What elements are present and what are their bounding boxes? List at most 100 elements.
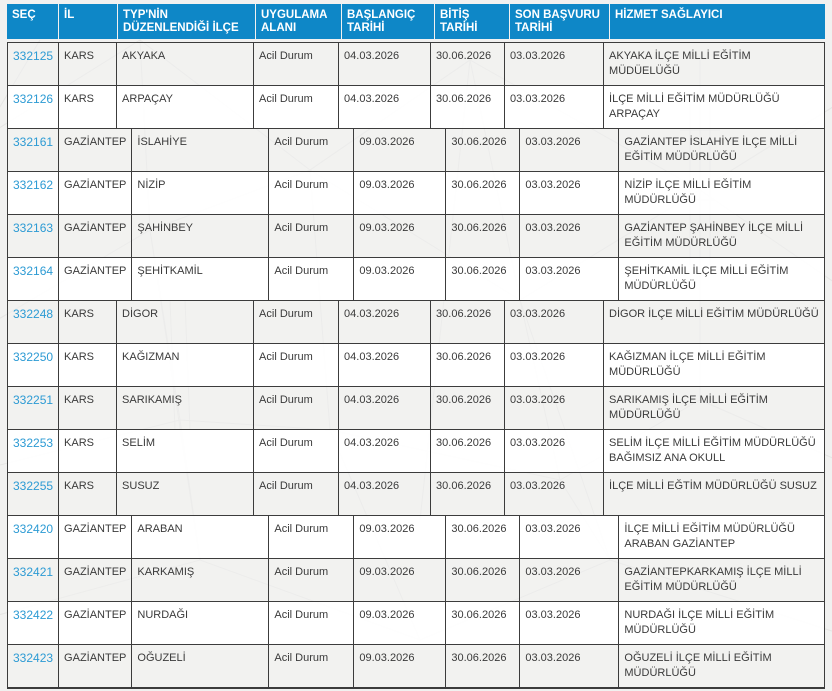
- typ-id-link[interactable]: 332250: [13, 350, 54, 364]
- cell-id: 332420: [8, 516, 60, 558]
- cell-uygulama_alani: Acil Durum: [254, 301, 340, 343]
- cell-uygulama_alani: Acil Durum: [254, 387, 340, 429]
- cell-baslangic_tarihi: 09.03.2026: [354, 602, 447, 644]
- cell-hizmet_saglayici: GAZİANTEPKARKAMIŞ İLÇE MİLLİ EĞİTİM MÜDÜ…: [624, 566, 802, 593]
- typ-id-link[interactable]: 332423: [13, 651, 54, 665]
- typ-id-link[interactable]: 332125: [13, 49, 54, 63]
- cell-ilce: ARPAÇAY: [117, 86, 255, 128]
- typ-id-link[interactable]: 332163: [13, 221, 54, 235]
- typ-id-link[interactable]: 332421: [13, 565, 54, 579]
- typ-id-link[interactable]: 332255: [13, 479, 54, 493]
- cell-baslangic_tarihi: 09.03.2026: [354, 129, 447, 171]
- cell-uygulama_alani: Acil Durum: [269, 215, 355, 257]
- cell-il: GAZİANTEP: [59, 258, 133, 300]
- cell-il: KARS: [59, 430, 118, 472]
- table-row: 332161 GAZİANTEP İSLAHİYE Acil Durum 09.03.2…: [8, 129, 824, 172]
- cell-son_basvuru_tarihi: 03.03.2026: [520, 129, 620, 171]
- cell-il: KARS: [59, 344, 118, 386]
- cell-ilce: AKYAKA: [117, 43, 255, 85]
- cell-baslangic_tarihi: 09.03.2026: [354, 645, 447, 687]
- cell-hizmet_saglayici: SARIKAMIŞ İLÇE MİLLİ EĞİTİM MÜDÜRLÜĞÜ: [609, 394, 768, 421]
- cell-ilce: ARABAN: [132, 516, 270, 558]
- table-row: 332163 GAZİANTEP ŞAHİNBEY Acil Durum 09.03.2…: [8, 215, 824, 258]
- cell-il: KARS: [59, 387, 118, 429]
- cell-hizmet_saglayici: NURDAĞI İLÇE MİLLİ EĞİTİM MÜDÜRLÜĞÜ: [624, 609, 775, 636]
- cell-bitis_tarihi: 30.06.2026: [446, 172, 521, 214]
- cell-bitis_tarihi: 30.06.2026: [446, 258, 521, 300]
- cell-id: 332422: [8, 602, 60, 644]
- table-row: 332255 KARS SUSUZ Acil Durum 04.03.2026 30.06…: [8, 473, 824, 516]
- column-header-hizmet_saglayici: HİZMET SAĞLAYICI: [610, 4, 825, 39]
- table-row: 332162 GAZİANTEP NİZİP Acil Durum 09.03.2026…: [8, 172, 824, 215]
- cell-son_basvuru_tarihi: 03.03.2026: [520, 645, 620, 687]
- cell-baslangic_tarihi: 09.03.2026: [354, 516, 447, 558]
- cell-id: 332162: [8, 172, 60, 214]
- typ-id-link[interactable]: 332162: [13, 178, 54, 192]
- cell-uygulama_alani: Acil Durum: [269, 645, 355, 687]
- column-header-il: İL: [59, 4, 117, 39]
- cell-ilce: NİZİP: [132, 172, 270, 214]
- typ-program-table: SEÇ İL TYP'NİN DÜZENLENDİĞİ İLÇE UYGULAMA A…: [7, 4, 825, 689]
- cell-hizmet_saglayici: KAĞIZMAN İLÇE MİLLİ EĞİTİM MÜDÜRLÜĞÜ: [609, 351, 766, 378]
- cell-id: 332253: [8, 430, 60, 472]
- table-row: 332251 KARS SARIKAMIŞ Acil Durum 04.03.2026 3…: [8, 387, 824, 430]
- column-header-uygulama_alani: UYGULAMA ALANI: [256, 4, 341, 39]
- cell-bitis_tarihi: 30.06.2026: [446, 645, 521, 687]
- cell-ilce: OĞUZELİ: [132, 645, 270, 687]
- typ-id-link[interactable]: 332420: [13, 522, 54, 536]
- typ-id-link[interactable]: 332161: [13, 135, 54, 149]
- cell-uygulama_alani: Acil Durum: [269, 258, 355, 300]
- cell-ilce: ŞEHİTKAMİL: [132, 258, 270, 300]
- table-row: 332126 KARS ARPAÇAY Acil Durum 04.03.2026 30.…: [8, 86, 824, 129]
- cell-ilce: KAĞIZMAN: [117, 344, 255, 386]
- typ-id-link[interactable]: 332248: [13, 307, 54, 321]
- table-row: 332248 KARS DİGOR Acil Durum 04.03.2026 30.06…: [8, 301, 824, 344]
- table-row: 332421 GAZİANTEP KARKAMIŞ Acil Durum 09.03.2…: [8, 559, 824, 602]
- cell-uygulama_alani: Acil Durum: [254, 473, 340, 515]
- cell-hizmet_saglayici: GAZİANTEP ŞAHİNBEY İLÇE MİLLİ EĞİTİM MÜD…: [624, 222, 804, 249]
- typ-id-link[interactable]: 332422: [13, 608, 54, 622]
- table-row: 332164 GAZİANTEP ŞEHİTKAMİL Acil Durum 09.03…: [8, 258, 824, 301]
- typ-id-link[interactable]: 332253: [13, 436, 54, 450]
- cell-bitis_tarihi: 30.06.2026: [431, 387, 506, 429]
- table-body: 332125 KARS AKYAKA Acil Durum 04.03.2026 30.0…: [7, 42, 825, 689]
- cell-ilce: NURDAĞI: [132, 602, 270, 644]
- cell-ilce: SUSUZ: [117, 473, 255, 515]
- cell-il: GAZİANTEP: [59, 602, 133, 644]
- cell-baslangic_tarihi: 04.03.2026: [339, 301, 432, 343]
- cell-uygulama_alani: Acil Durum: [254, 43, 340, 85]
- cell-hizmet_saglayici: AKYAKA İLÇE MİLLİ EĞİTİM MÜDÜELÜĞÜ: [609, 50, 751, 77]
- cell-ilce: SELİM: [117, 430, 255, 472]
- cell-bitis_tarihi: 30.06.2026: [446, 602, 521, 644]
- cell-bitis_tarihi: 30.06.2026: [446, 559, 521, 601]
- cell-bitis_tarihi: 30.06.2026: [431, 301, 506, 343]
- cell-baslangic_tarihi: 04.03.2026: [339, 473, 432, 515]
- typ-id-link[interactable]: 332126: [13, 92, 54, 106]
- typ-id-link[interactable]: 332164: [13, 264, 54, 278]
- cell-il: GAZİANTEP: [59, 215, 133, 257]
- cell-son_basvuru_tarihi: 03.03.2026: [520, 559, 620, 601]
- cell-hizmet_saglayici: İLÇE MİLLİ EĞİTİM MÜDÜRLÜĞÜ ARABAN GAZİA…: [624, 523, 795, 550]
- cell-ilce: KARKAMIŞ: [132, 559, 270, 601]
- cell-son_basvuru_tarihi: 03.03.2026: [520, 602, 620, 644]
- cell-uygulama_alani: Acil Durum: [269, 602, 355, 644]
- cell-hizmet_saglayici: NİZİP İLÇE MİLLİ EĞİTİM MÜDÜRLÜĞÜ: [624, 179, 752, 206]
- cell-uygulama_alani: Acil Durum: [254, 430, 340, 472]
- cell-il: KARS: [59, 473, 118, 515]
- cell-bitis_tarihi: 30.06.2026: [431, 344, 506, 386]
- cell-baslangic_tarihi: 09.03.2026: [354, 172, 447, 214]
- cell-hizmet_saglayici: İLÇE MİLLİ EĞİTİM MÜDÜRLÜĞÜ ARPAÇAY: [609, 93, 780, 120]
- cell-hizmet_saglayici: SELİM İLÇE MİLLİ EĞİTİM MÜDÜRLÜĞÜ BAĞIMS…: [609, 437, 816, 464]
- cell-bitis_tarihi: 30.06.2026: [431, 43, 506, 85]
- column-header-baslangic_tarihi: BAŞLANGIÇ TARİHİ: [342, 4, 434, 39]
- column-header-son_basvuru_tarihi: SON BAŞVURU TARİHİ: [510, 4, 609, 39]
- cell-hizmet_saglayici: DİGOR İLÇE MİLLİ EĞİTİM MÜDÜRLÜĞÜ: [609, 308, 819, 320]
- cell-id: 332250: [8, 344, 60, 386]
- cell-bitis_tarihi: 30.06.2026: [431, 473, 506, 515]
- cell-baslangic_tarihi: 09.03.2026: [354, 559, 447, 601]
- cell-id: 332126: [8, 86, 60, 128]
- typ-id-link[interactable]: 332251: [13, 393, 54, 407]
- cell-uygulama_alani: Acil Durum: [254, 344, 340, 386]
- cell-uygulama_alani: Acil Durum: [269, 559, 355, 601]
